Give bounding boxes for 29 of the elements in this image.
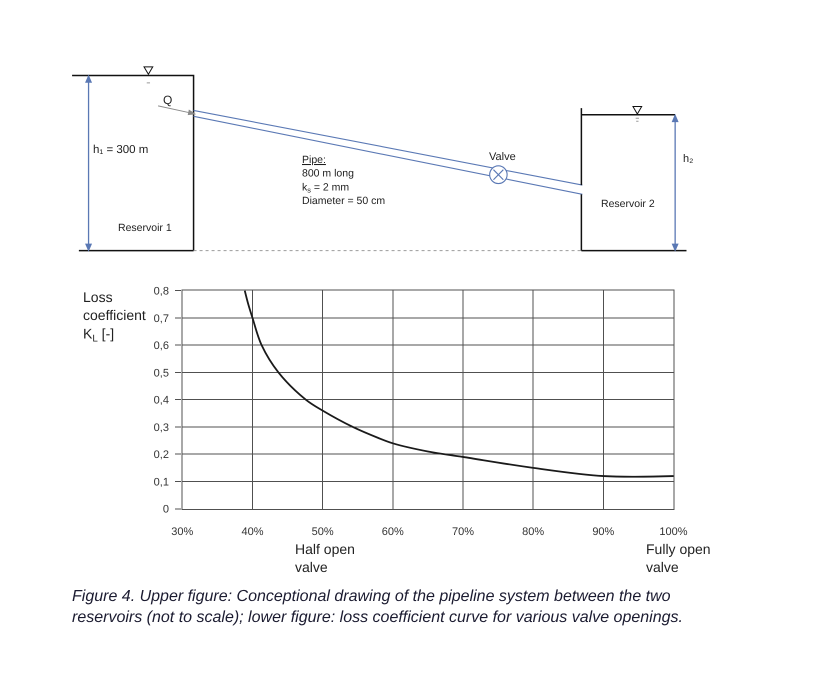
y-tick-label: 0,8 <box>154 285 169 298</box>
text: h₂ <box>683 153 694 165</box>
y-tick-label: 0,5 <box>154 367 169 380</box>
caption: Figure 4. Upper figure: Conceptional drawing of the pipeline system between the two reservoirs (not to scale); lower figure: loss coefficient curve for various valve openings. <box>72 588 683 626</box>
y-tick-label: 0,6 <box>154 340 169 352</box>
y-tick-label: 0,7 <box>154 312 169 325</box>
x-tick-label: 100% <box>659 526 688 538</box>
x-tick-label: 70% <box>452 526 474 538</box>
line-series <box>244 290 674 478</box>
x-tick-label: 40% <box>241 526 264 538</box>
y-tick-label: 0,3 <box>154 422 169 434</box>
text: h₁ = 300 m <box>93 144 148 156</box>
y-tick-label: 0,4 <box>154 394 169 407</box>
text: Q <box>163 93 172 107</box>
y-tick-label: 0 <box>162 504 169 516</box>
y-tick-label: 0,2 <box>154 449 169 462</box>
text: Reservoir 1 <box>118 222 172 234</box>
y-tick-label: 0,1 <box>154 476 169 488</box>
x-tick-label: 60% <box>382 526 404 538</box>
text: Valve <box>489 151 516 163</box>
x-tick-label: 90% <box>592 526 615 538</box>
text: Fully open valve <box>646 541 711 576</box>
text: Reservoir 2 <box>601 198 655 210</box>
text: Half open valve <box>295 541 355 576</box>
x-tick-label: 50% <box>312 526 334 538</box>
text: Pipe: 800 m long k$_{s}$ = 2 mm Diameter = 50 cm <box>302 154 386 207</box>
x-tick-label: 80% <box>522 526 544 538</box>
x-tick-label: 30% <box>171 526 194 538</box>
y-axis-title: Loss coefficient K$_{L}$ [-] <box>83 289 146 344</box>
